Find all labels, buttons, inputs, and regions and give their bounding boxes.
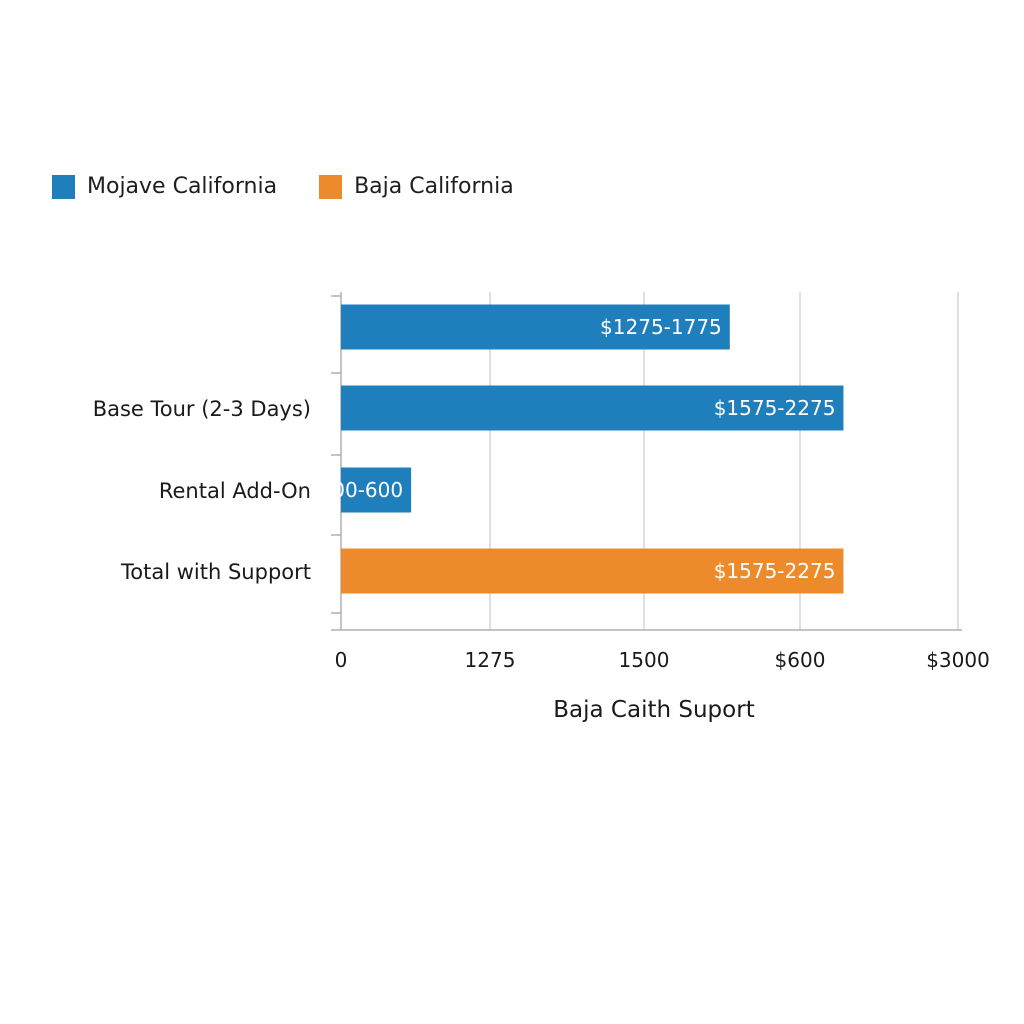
- x-tick-label-3: $600: [775, 648, 826, 672]
- bar-value-label-0: $1275-1775: [600, 315, 722, 339]
- bar-value-label-3: $1575-2275: [714, 559, 836, 583]
- bar-value-label-1: $1575-2275: [714, 396, 836, 420]
- category-label-2: Rental Add-On: [159, 479, 311, 503]
- category-label-1: Base Tour (2-3 Days): [93, 397, 311, 421]
- legend-label-mojave: Mojave California: [87, 174, 278, 199]
- x-tick-label-0: 0: [335, 648, 348, 672]
- legend: Mojave California Baja California: [52, 174, 514, 199]
- x-axis-title: Baja Caith Suport: [553, 697, 754, 723]
- legend-label-baja: Baja California: [354, 174, 514, 199]
- bar-0: [341, 304, 730, 350]
- legend-swatch-baja: [319, 174, 343, 199]
- bar-1: [341, 385, 844, 431]
- x-tick-label-4: $3000: [926, 648, 990, 672]
- legend-item-baja: Baja California: [319, 174, 514, 199]
- category-label-3: Total with Support: [120, 560, 311, 584]
- x-tick-label-1: 1275: [465, 648, 516, 672]
- bar-2: [341, 467, 412, 513]
- legend-item-mojave: Mojave California: [52, 174, 277, 199]
- bar-3: [341, 548, 844, 594]
- bar-value-label-2: $400-600: [307, 478, 403, 502]
- legend-swatch-mojave: [52, 174, 75, 199]
- x-tick-label-2: 1500: [619, 648, 670, 672]
